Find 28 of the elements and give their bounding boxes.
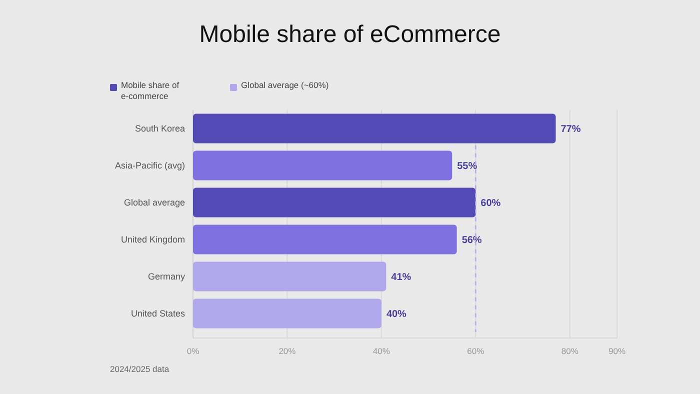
text: 77% xyxy=(560,124,581,135)
x-tick-label: 90% xyxy=(608,346,626,356)
text: 2024/2025 data xyxy=(110,364,170,374)
x-tick-label: 80% xyxy=(561,346,579,356)
x-tick-label: 60% xyxy=(467,346,485,356)
bar xyxy=(193,298,382,328)
x-tick-label: 20% xyxy=(278,346,296,356)
bar xyxy=(193,224,457,254)
y-tick-label: Global average xyxy=(124,198,185,208)
y-tick-label: Germany xyxy=(148,272,186,282)
text: 40% xyxy=(386,309,406,320)
bar xyxy=(193,262,386,292)
x-tick-label: 40% xyxy=(372,346,390,356)
bar xyxy=(193,114,556,144)
text: 56% xyxy=(462,235,482,246)
bar xyxy=(193,150,452,180)
y-tick-label: South Korea xyxy=(134,124,185,134)
y-tick-label: Asia-Pacific (avg) xyxy=(114,160,185,171)
bar xyxy=(193,188,476,218)
legend-label: Mobile share of e-commerce xyxy=(121,80,180,101)
text: 41% xyxy=(391,272,412,283)
text: 60% xyxy=(480,198,501,209)
legend-label: Global average (~60%) xyxy=(241,80,329,90)
y-tick-label: United States xyxy=(130,308,186,319)
y-tick-label: United Kingdom xyxy=(120,234,185,245)
x-tick-label: 0% xyxy=(186,346,200,356)
chart-title: Mobile share of eCommerce xyxy=(199,21,501,48)
text: 55% xyxy=(457,161,478,172)
